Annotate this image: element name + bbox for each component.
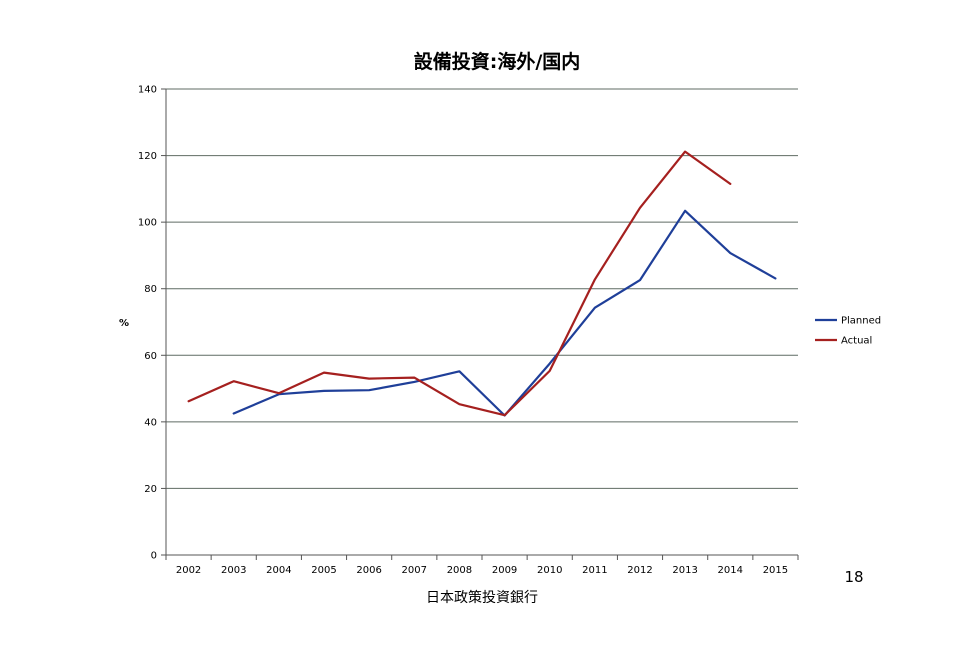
- y-tick-label: 140: [138, 85, 157, 96]
- x-tick-label: 2005: [311, 565, 336, 576]
- x-tick-label: 2007: [402, 565, 427, 576]
- axes: [161, 89, 798, 560]
- legend: Planned Actual: [815, 316, 881, 347]
- x-tick-label: 2010: [537, 565, 562, 576]
- page-number: 18: [844, 568, 863, 586]
- x-tick-label: 2006: [356, 565, 381, 576]
- x-tick-labels: 2002 2003 2004 2005 2006 2007 2008 2009 2010 2011…: [176, 565, 788, 576]
- y-tick-label: 100: [138, 218, 157, 229]
- legend-label-actual: Actual: [841, 336, 872, 347]
- x-tick-label: 2015: [763, 565, 788, 576]
- chart-title: 設備投資:海外/国内: [414, 50, 581, 73]
- y-tick-label: 40: [144, 417, 157, 428]
- x-tick-label: 2003: [221, 565, 246, 576]
- y-tick-label: 80: [144, 284, 157, 295]
- grid-lines: [166, 89, 798, 488]
- y-tick-label: 60: [144, 351, 157, 362]
- x-tick-label: 2014: [718, 565, 743, 576]
- y-tick-label: 0: [151, 551, 157, 562]
- series-line-planned: [234, 211, 776, 416]
- y-tick-label: 20: [144, 484, 157, 495]
- x-tick-label: 2009: [492, 565, 517, 576]
- y-tick-label: 120: [138, 151, 157, 162]
- x-tick-label: 2012: [627, 565, 652, 576]
- x-tick-label: 2002: [176, 565, 201, 576]
- series-lines: [189, 152, 776, 416]
- series-line-actual: [189, 152, 731, 416]
- x-axis-label: 日本政策投資銀行: [426, 589, 538, 606]
- legend-label-planned: Planned: [841, 316, 881, 327]
- x-tick-label: 2013: [672, 565, 697, 576]
- x-tick-label: 2008: [447, 565, 472, 576]
- x-tick-label: 2004: [266, 565, 291, 576]
- y-tick-labels: 0 20 40 60 80 100 120 140: [138, 85, 157, 562]
- y-axis-label: %: [119, 318, 129, 329]
- x-tick-label: 2011: [582, 565, 607, 576]
